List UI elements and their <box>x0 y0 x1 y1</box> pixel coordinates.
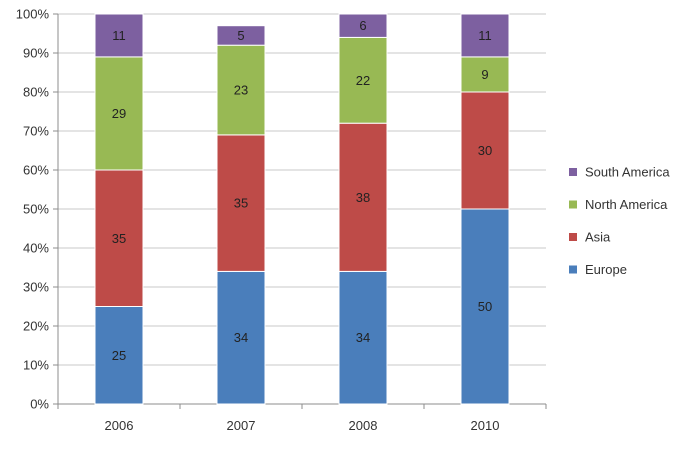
data-label: 29 <box>112 106 126 121</box>
data-label: 5 <box>237 28 244 43</box>
bar-segment-north-america <box>338 36 388 124</box>
bar-segment-north-america <box>216 44 266 136</box>
legend-swatch-asia <box>569 233 577 241</box>
bar-segment-europe <box>338 270 388 405</box>
data-label: 22 <box>356 73 370 88</box>
data-label: 23 <box>234 83 248 98</box>
y-tick-label: 50% <box>23 202 49 217</box>
data-label: 30 <box>478 143 492 158</box>
y-tick-label: 0% <box>30 397 49 412</box>
data-label: 11 <box>478 28 492 43</box>
bar-segment-south-america <box>460 13 510 58</box>
x-tick-label: 2007 <box>227 418 256 433</box>
bar-segment-south-america <box>216 25 266 46</box>
y-tick-label: 30% <box>23 280 49 295</box>
bar-segment-asia <box>460 91 510 210</box>
legend-label: Europe <box>585 262 627 277</box>
data-label: 6 <box>359 18 366 33</box>
data-label: 34 <box>356 330 370 345</box>
y-tick-label: 100% <box>16 7 50 22</box>
y-tick-label: 70% <box>23 124 49 139</box>
bar-segment-north-america <box>460 56 510 93</box>
y-tick-label: 60% <box>23 163 49 178</box>
x-tick-label: 2010 <box>471 418 500 433</box>
legend-swatch-south-america <box>569 168 577 176</box>
bar-segment-europe <box>94 306 144 405</box>
bar-segment-asia <box>216 134 266 272</box>
axes: 0% 10% 20% 30% 40% 50% 60% 70% 80% 90% 100% 2006 200… <box>16 7 547 433</box>
legend-label: South America <box>585 165 670 180</box>
y-tick-label: 90% <box>23 46 49 61</box>
bar-segment-europe <box>216 270 266 405</box>
bar-segment-south-america <box>94 13 144 58</box>
y-tick-label: 40% <box>23 241 49 256</box>
data-label: 38 <box>356 190 370 205</box>
bar-segment-asia <box>94 169 144 307</box>
bar-segment-south-america <box>338 13 388 38</box>
bar-segment-north-america <box>94 56 144 171</box>
x-tick-label: 2008 <box>349 418 378 433</box>
data-label: 35 <box>112 231 126 246</box>
y-tick-label: 80% <box>23 85 49 100</box>
legend-label: North America <box>585 197 668 212</box>
legend-label: Asia <box>585 230 611 245</box>
data-label: 50 <box>478 299 492 314</box>
data-label: 9 <box>481 67 488 82</box>
y-tick-label: 10% <box>23 358 49 373</box>
data-label: 35 <box>234 196 248 211</box>
x-tick-label: 2006 <box>105 418 134 433</box>
legend: South America North America Asia Europe <box>569 165 670 277</box>
bar-segment-asia <box>338 122 388 272</box>
y-tick-label: 20% <box>23 319 49 334</box>
data-label: 34 <box>234 330 248 345</box>
legend-swatch-north-america <box>569 200 577 209</box>
data-label: 25 <box>112 348 126 363</box>
legend-swatch-europe <box>569 265 577 274</box>
data-label: 11 <box>112 28 126 43</box>
bars: 25 35 29 11 34 35 23 5 34 38 22 6 50 30 9 11 <box>94 13 510 405</box>
